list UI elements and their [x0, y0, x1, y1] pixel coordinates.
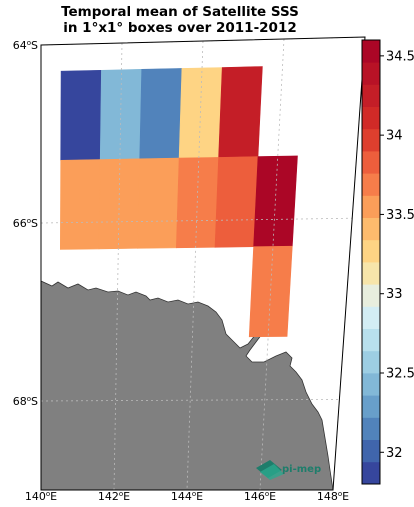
map-frame-border — [40, 36, 366, 491]
colorbar: 32 32.5 33 33.5 34 34.5 — [361, 39, 414, 485]
sss-cell-9 — [214, 156, 259, 248]
parallel-line-1 — [41, 217, 353, 224]
colorbar-step-12 — [362, 195, 380, 218]
meridian-line-3 — [259, 38, 285, 490]
sss-cell-7 — [137, 157, 180, 249]
colorbar-step-16 — [362, 106, 380, 130]
map-ticks-layer: 140oE 142oE 144oE 146oE 148oE 64oS 66oS 68oS — [13, 39, 349, 503]
colorbar-step-6 — [362, 328, 380, 352]
colorbar-step-1 — [362, 439, 380, 463]
sss-cell-2 — [139, 68, 183, 160]
land-layer — [41, 280, 334, 490]
colorbar-step-5 — [362, 350, 380, 374]
sss-cell-4 — [218, 66, 263, 158]
lon-tick-label-0: 140oE — [25, 490, 57, 503]
colorbar-step-2 — [362, 417, 380, 440]
map-title-line-1: Temporal mean of Satellite SSS — [61, 4, 299, 20]
map-title-line-2: in 1°x1° boxes over 2011-2012 — [63, 20, 297, 36]
colorbar-step-17 — [362, 84, 380, 107]
land-mass — [41, 280, 334, 490]
colorbar-step-15 — [362, 128, 380, 152]
logo-mark-2 — [260, 464, 284, 480]
colorbar-step-0 — [362, 461, 380, 485]
lon-tick-label-1: 142oE — [98, 490, 130, 503]
colorbar-step-11 — [362, 217, 380, 241]
sss-cells-layer — [59, 66, 298, 338]
colorbar-step-3 — [362, 395, 380, 418]
colorbar-step-4 — [362, 373, 380, 396]
map-title: Temporal mean of Satellite SSS in 1°x1° … — [0, 4, 360, 36]
colorbar-tick-label-3: 33.5 — [386, 208, 414, 223]
sss-cell-0 — [60, 69, 102, 161]
pimep-logo: pi-mep — [256, 460, 321, 480]
colorbar-tick-label-4: 34 — [386, 129, 403, 144]
colorbar-tick-label-5: 34.5 — [386, 49, 414, 64]
colorbar-tick-label-1: 32.5 — [386, 367, 414, 382]
lat-tick-label-0: 64oS — [13, 39, 38, 52]
colorbar-step-10 — [362, 239, 380, 263]
lat-tick-label-1: 66oS — [13, 217, 38, 230]
colorbar-step-8 — [362, 284, 380, 307]
sss-cell-5 — [59, 159, 101, 250]
colorbar-step-19 — [362, 40, 380, 63]
colorbar-step-7 — [362, 306, 380, 329]
lat-tick-label-2: 68oS — [13, 395, 38, 408]
colorbar-step-18 — [362, 62, 380, 85]
sss-cell-11 — [248, 245, 293, 338]
lon-tick-label-3: 146oE — [244, 490, 276, 503]
logo-text: pi-mep — [282, 464, 321, 475]
map-frame — [40, 36, 366, 491]
colorbar-step-14 — [362, 151, 380, 174]
lon-tick-label-2: 144oE — [171, 490, 203, 503]
colorbar-step-9 — [362, 262, 380, 285]
colorbar-tick-label-2: 33 — [386, 287, 403, 302]
colorbar-step-13 — [362, 173, 380, 196]
colorbar-tick-label-0: 32 — [386, 446, 403, 461]
lon-tick-label-4: 148oE — [317, 490, 349, 503]
sss-cell-10 — [253, 155, 298, 248]
colorbar-border — [361, 39, 381, 485]
